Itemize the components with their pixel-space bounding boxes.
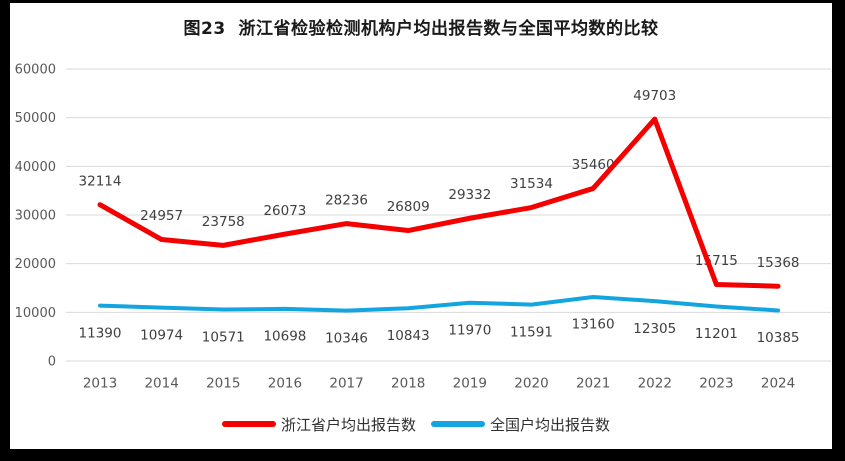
data-point-label: 10974 xyxy=(140,327,183,343)
data-point-label: 12305 xyxy=(633,321,676,337)
data-point-label: 49703 xyxy=(633,88,676,104)
frame-border-bottom xyxy=(0,449,845,461)
legend-label-national: 全国户均出报告数 xyxy=(490,415,611,434)
x-axis-tick-label: 2019 xyxy=(453,376,487,392)
data-point-label: 31534 xyxy=(510,176,553,192)
data-point-label: 10698 xyxy=(263,329,306,345)
data-point-label: 11390 xyxy=(79,325,122,341)
legend-swatch-national-line xyxy=(431,421,485,427)
x-axis-tick-label: 2023 xyxy=(699,376,733,392)
data-point-label: 35460 xyxy=(572,157,615,173)
y-axis-tick-label: 10000 xyxy=(15,306,56,321)
x-axis-tick-label: 2021 xyxy=(576,376,610,392)
y-axis-tick-label: 30000 xyxy=(15,209,56,224)
data-point-label: 32114 xyxy=(79,173,122,189)
series-line-national xyxy=(98,294,781,313)
data-point-label: 10843 xyxy=(387,328,430,344)
x-axis-tick-label: 2024 xyxy=(761,376,795,392)
x-axis-tick-label: 2016 xyxy=(268,376,302,392)
legend-label-zhejiang: 浙江省户均出报告数 xyxy=(280,415,416,434)
y-axis-tick-label: 0 xyxy=(48,355,56,370)
y-axis-tick-label: 20000 xyxy=(15,257,56,272)
y-axis-tick-label: 50000 xyxy=(15,111,56,126)
data-point-label: 15715 xyxy=(695,253,738,269)
legend-swatch-zhejiang-line xyxy=(221,421,276,427)
x-axis-tick-label: 2014 xyxy=(144,376,178,392)
x-axis-tick-label: 2018 xyxy=(391,376,425,392)
data-point-label: 11970 xyxy=(448,322,491,338)
data-point-label: 26073 xyxy=(263,203,306,219)
x-axis-tick-label: 2022 xyxy=(638,376,672,392)
data-point-label: 26809 xyxy=(387,199,430,215)
data-point-label: 13160 xyxy=(572,317,615,333)
data-point-label: 28236 xyxy=(325,192,368,208)
data-point-label: 23758 xyxy=(202,214,245,230)
frame-border-top xyxy=(0,0,845,3)
data-point-label: 10571 xyxy=(202,329,245,345)
data-point-label: 24957 xyxy=(140,208,183,224)
frame-border-right xyxy=(832,0,845,461)
data-point-label: 10346 xyxy=(325,330,368,346)
y-axis-tick-label: 60000 xyxy=(15,63,56,78)
frame-border-left xyxy=(0,0,10,461)
chart-legend: 浙江省户均出报告数 全国户均出报告数 xyxy=(10,413,832,435)
y-axis-tick-label: 40000 xyxy=(15,160,56,175)
chart-title: 图23 浙江省检验检测机构户均出报告数与全国平均数的比较 xyxy=(183,19,659,39)
x-axis-tick-label: 2013 xyxy=(83,376,117,392)
data-point-label: 11201 xyxy=(695,326,738,342)
data-point-label: 15368 xyxy=(757,255,800,271)
data-point-label: 10385 xyxy=(757,330,800,346)
x-axis-tick-label: 2015 xyxy=(206,376,240,392)
data-point-label: 29332 xyxy=(448,187,491,203)
x-axis-tick-label: 2020 xyxy=(514,376,548,392)
series-line-zhejiang xyxy=(97,116,781,289)
x-axis-tick-label: 2017 xyxy=(329,376,363,392)
data-point-label: 11591 xyxy=(510,324,553,340)
